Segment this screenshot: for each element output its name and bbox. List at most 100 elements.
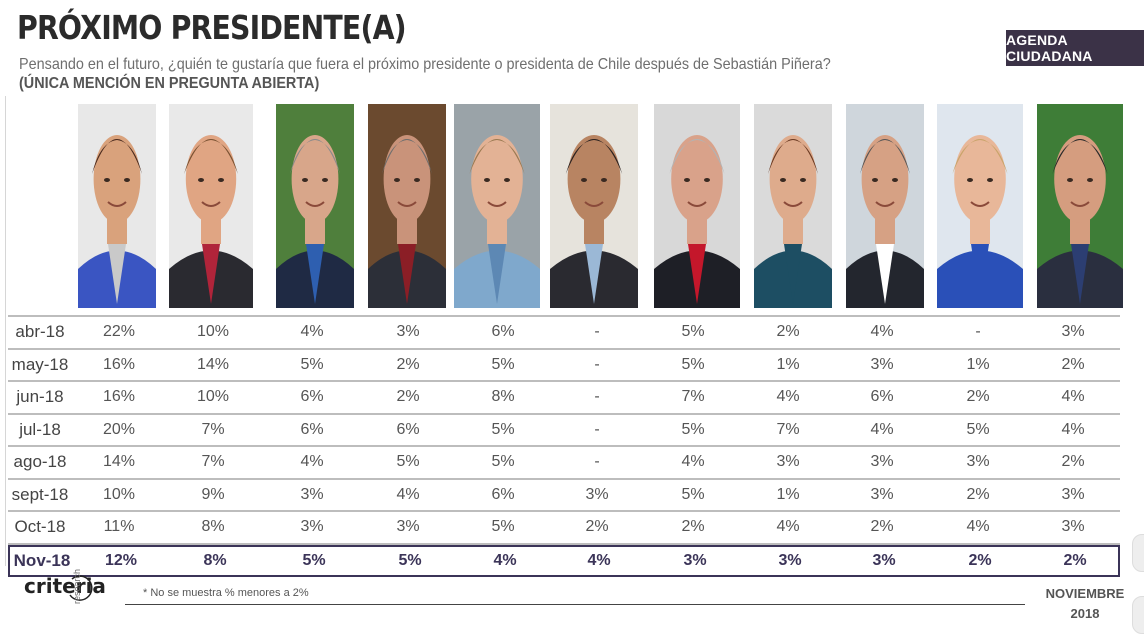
row-label: Oct-18 (14, 517, 66, 537)
table-cell: - (594, 323, 600, 341)
table-cell: 3% (396, 323, 420, 341)
candidate-photo (550, 104, 638, 308)
table-cell: - (594, 420, 600, 438)
logo-research-text: research (72, 568, 82, 604)
table-cell: 4% (1061, 420, 1085, 438)
table-cell: 7% (776, 420, 800, 438)
table-cell: - (594, 388, 600, 406)
table-cell: 3% (778, 551, 802, 569)
table-row: may-18 16% 14% 5% 2% 5% - 5% 1% 3% 1% 2% (8, 350, 1120, 382)
table-cell: 1% (776, 355, 800, 373)
slide-nav-handle[interactable] (1132, 534, 1144, 572)
candidate-photo (454, 104, 540, 308)
table-cell: 2% (968, 551, 992, 569)
left-divider (5, 96, 6, 566)
table-cell: 3% (585, 485, 609, 503)
table-cell: 7% (201, 453, 225, 471)
table-cell: 20% (102, 420, 136, 438)
table-cell: 10% (196, 388, 230, 406)
results-table: abr-18 22% 10% 4% 3% 6% - 5% 2% 4% - 3% may-18 16% 14%… (8, 315, 1120, 577)
table-row: jul-18 20% 7% 6% 6% 5% - 5% 7% 4% 5% 4% (8, 415, 1120, 447)
table-cell: 5% (491, 420, 515, 438)
table-cell: 5% (681, 485, 705, 503)
row-label: jun-18 (16, 387, 64, 407)
table-cell: 3% (870, 485, 894, 503)
table-cell: 8% (201, 518, 225, 536)
table-cell: 4% (1061, 388, 1085, 406)
table-cell: 3% (300, 518, 324, 536)
table-cell: 3% (300, 485, 324, 503)
table-cell: 6% (300, 388, 324, 406)
table-cell: 6% (300, 420, 324, 438)
table-cell: - (975, 323, 981, 341)
question-text: Pensando en el futuro, ¿quién te gustarí… (19, 56, 831, 73)
table-cell: 4% (776, 388, 800, 406)
table-cell: 2% (681, 518, 705, 536)
agenda-badge: AGENDA CIUDADANA (1006, 30, 1144, 66)
candidate-photo (276, 104, 354, 308)
row-label: abr-18 (15, 322, 65, 342)
table-cell: 3% (776, 453, 800, 471)
candidate-photo (1037, 104, 1123, 308)
date-year: 2018 (1070, 606, 1100, 621)
table-cell: 8% (491, 388, 515, 406)
table-cell: 16% (102, 355, 136, 373)
row-label: sept-18 (11, 484, 69, 504)
table-cell: 5% (398, 551, 422, 569)
table-cell: 6% (491, 323, 515, 341)
footer-line (125, 604, 1025, 605)
row-label: ago-18 (13, 452, 67, 472)
table-cell: 8% (203, 551, 227, 569)
table-cell: 14% (102, 453, 136, 471)
table-cell: 5% (491, 355, 515, 373)
table-cell: 2% (396, 355, 420, 373)
table-cell: 2% (776, 323, 800, 341)
table-cell: 3% (1061, 518, 1085, 536)
candidate-photo (754, 104, 832, 308)
table-cell: - (594, 355, 600, 373)
table-cell: 3% (966, 453, 990, 471)
row-label: jul-18 (19, 419, 61, 439)
candidate-photo (937, 104, 1023, 308)
candidate-photo (78, 104, 156, 308)
table-cell: 5% (491, 453, 515, 471)
table-cell: 6% (870, 388, 894, 406)
table-row: ago-18 14% 7% 4% 5% 5% - 4% 3% 3% 3% 2% (8, 447, 1120, 480)
table-cell: 5% (966, 420, 990, 438)
table-cell: 5% (491, 518, 515, 536)
table-cell: 3% (872, 551, 896, 569)
candidate-photo (654, 104, 740, 308)
table-cell: 7% (201, 420, 225, 438)
table-cell: 2% (966, 388, 990, 406)
table-cell: 14% (196, 355, 230, 373)
table-cell: 5% (681, 323, 705, 341)
slide-nav-handle-2[interactable] (1132, 596, 1144, 634)
table-row: sept-18 10% 9% 3% 4% 6% 3% 5% 1% 3% 2% 3% (8, 480, 1120, 512)
page-title: PRÓXIMO PRESIDENTE(A) (17, 8, 407, 47)
table-cell: 5% (681, 355, 705, 373)
table-cell: 3% (870, 355, 894, 373)
table-cell: 5% (300, 355, 324, 373)
table-cell: 2% (1063, 551, 1087, 569)
table-cell: 4% (493, 551, 517, 569)
candidate-photo (368, 104, 446, 308)
table-cell: 2% (585, 518, 609, 536)
table-cell: 2% (870, 518, 894, 536)
table-cell: 10% (102, 485, 136, 503)
table-cell: 1% (966, 355, 990, 373)
table-cell: 7% (681, 388, 705, 406)
table-cell: 2% (1061, 453, 1085, 471)
table-row: jun-18 16% 10% 6% 2% 8% - 7% 4% 6% 2% 4% (8, 382, 1120, 415)
table-cell: 10% (196, 323, 230, 341)
table-row: Oct-18 11% 8% 3% 3% 5% 2% 2% 4% 2% 4% 3% (8, 512, 1120, 545)
candidate-photo (169, 104, 253, 308)
table-cell: 4% (396, 485, 420, 503)
report-date: NOVIEMBRE 2018 (1045, 584, 1125, 624)
table-cell: 22% (102, 323, 136, 341)
table-cell: 4% (300, 323, 324, 341)
table-cell: - (594, 453, 600, 471)
table-cell: 4% (681, 453, 705, 471)
table-row: abr-18 22% 10% 4% 3% 6% - 5% 2% 4% - 3% (8, 315, 1120, 350)
table-cell: 2% (1061, 355, 1085, 373)
table-cell: 6% (491, 485, 515, 503)
